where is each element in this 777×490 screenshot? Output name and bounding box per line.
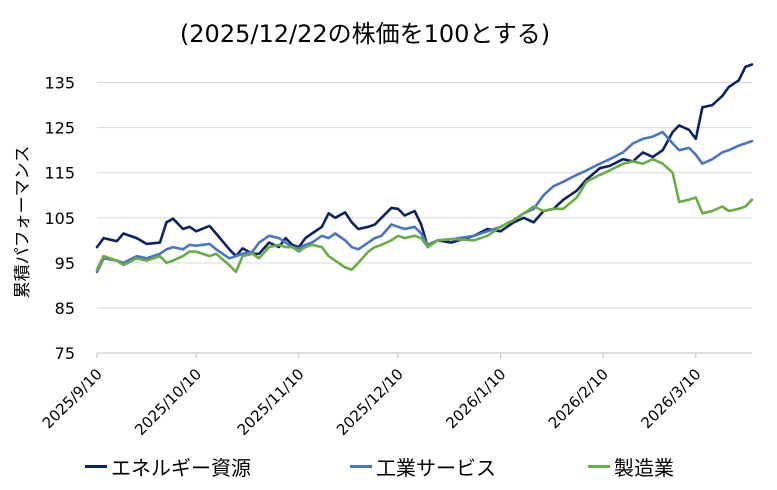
- y-tick-label: 105: [44, 209, 75, 228]
- y-tick-label: 75: [55, 344, 75, 363]
- legend-swatch: [350, 465, 372, 468]
- axes: 75 85 95 105 115 125 135 2025/9/10 2025/10/10 202…: [39, 74, 752, 439]
- chart-title: (2025/12/22の株価を100とする): [179, 20, 551, 48]
- y-tick-label: 95: [55, 254, 75, 273]
- x-tick-label: 2026/2/10: [545, 365, 612, 432]
- y-tick-label: 115: [44, 164, 75, 183]
- x-tick-label: 2025/12/10: [333, 365, 407, 439]
- series-line-2: [95, 130, 754, 274]
- legend: エネルギー資源 工業サービス 製造業: [0, 452, 777, 482]
- legend-item: 工業サービス: [350, 452, 496, 481]
- x-tick-label: 2025/9/10: [39, 365, 106, 432]
- y-axis-label: 累積パフォーマンス: [13, 146, 33, 299]
- x-tick-label: 2026/3/10: [637, 365, 704, 432]
- legend-item: 製造業: [588, 452, 674, 481]
- y-tick-label: 85: [55, 299, 75, 318]
- legend-item: エネルギー資源: [85, 452, 251, 481]
- legend-label: エネルギー資源: [111, 456, 251, 480]
- x-tick-label: 2025/10/10: [131, 365, 205, 439]
- gridlines: [97, 82, 752, 309]
- series-line-1: [95, 63, 754, 258]
- x-tick-label: 2025/11/10: [234, 365, 308, 439]
- legend-swatch: [85, 465, 107, 468]
- series-line-3: [95, 157, 754, 274]
- legend-swatch: [588, 465, 610, 468]
- legend-label: 製造業: [614, 456, 674, 480]
- legend-label: 工業サービス: [376, 456, 496, 480]
- y-tick-label: 135: [44, 74, 75, 93]
- y-tick-label: 125: [44, 119, 75, 138]
- series-lines: [95, 63, 754, 274]
- x-tick-label: 2026/1/10: [442, 365, 509, 432]
